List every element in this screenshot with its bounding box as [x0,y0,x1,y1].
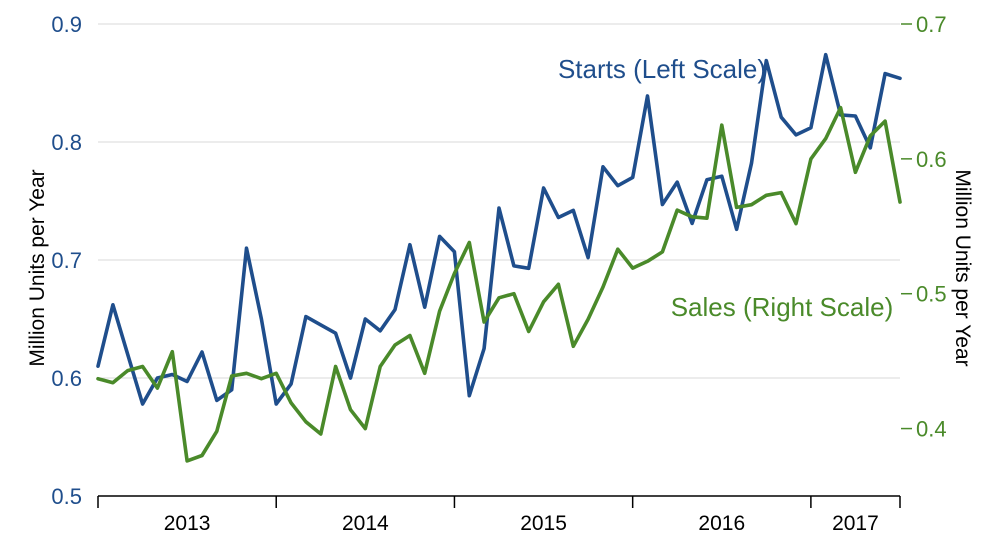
x-year-label: 2013 [164,512,211,535]
x-year-label: 2014 [342,512,389,535]
left-tick-label: 0.5 [51,484,82,509]
sales-series-label: Sales (Right Scale) [671,292,894,322]
plot-area [96,52,902,463]
right-tick-label: 0.7 [916,12,947,37]
right-axis-title: Million Units per Year [951,169,974,366]
sales-line [96,105,902,463]
left-tick-label: 0.9 [51,12,82,37]
right-tick-label: 0.4 [916,417,947,442]
starts-series-label: Starts (Left Scale) [558,54,766,84]
x-year-label: 2016 [698,512,745,535]
left-axis-title: Million Units per Year [26,169,49,366]
gridlines [98,23,900,379]
right-axis-ticks: 0.4 0.5 0.6 0.7 [901,12,947,442]
right-tick-label: 0.6 [916,147,947,172]
left-tick-label: 0.6 [51,366,82,391]
x-axis-ticks [97,496,901,508]
x-axis-labels: 2013 2014 2015 2016 2017 [164,512,879,535]
x-year-label: 2015 [520,512,567,535]
starts-line [96,52,902,406]
left-axis-ticks: 0.5 0.6 0.7 0.8 0.9 [51,12,82,509]
left-tick-label: 0.7 [51,248,82,273]
left-tick-label: 0.8 [51,130,82,155]
right-tick-label: 0.5 [916,282,947,307]
x-year-label: 2017 [832,512,879,535]
